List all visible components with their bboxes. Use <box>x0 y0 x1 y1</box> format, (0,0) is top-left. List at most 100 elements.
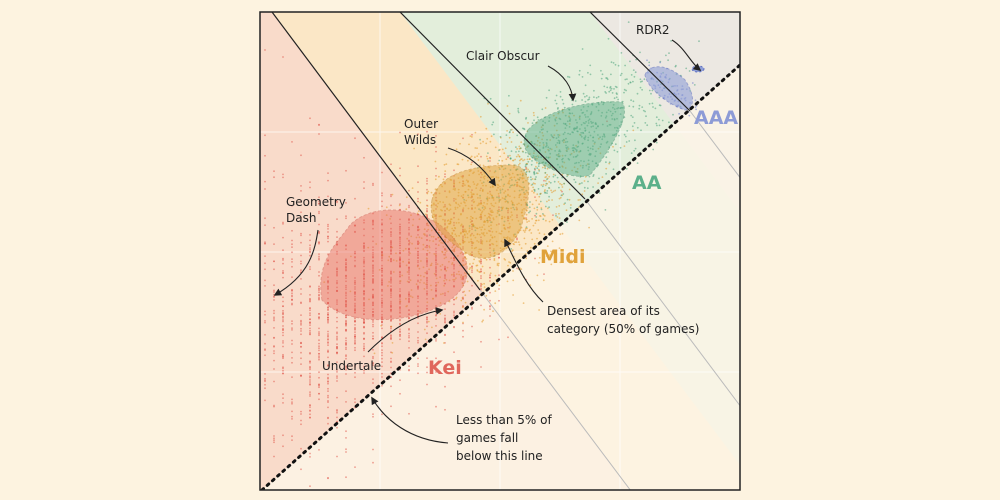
dot <box>354 295 356 298</box>
dot <box>282 434 284 437</box>
plot-area <box>260 12 740 490</box>
dot <box>300 216 302 219</box>
dot <box>537 229 540 231</box>
dot <box>405 305 408 308</box>
dot <box>395 260 398 262</box>
dot <box>470 163 473 166</box>
dot <box>426 235 428 238</box>
dot <box>318 223 320 226</box>
dot <box>527 168 529 171</box>
dot <box>300 413 302 415</box>
dot <box>282 319 284 321</box>
dot <box>601 73 604 76</box>
dot <box>372 335 374 337</box>
dot <box>415 236 418 239</box>
dot <box>399 229 401 232</box>
dot <box>345 323 347 325</box>
dot <box>533 191 535 194</box>
dot <box>693 84 696 86</box>
dot <box>264 321 266 324</box>
dot <box>291 294 293 297</box>
dot <box>558 247 561 250</box>
dot <box>354 259 356 262</box>
dot <box>525 163 527 166</box>
dot <box>423 228 426 231</box>
dot <box>426 318 428 320</box>
dot <box>345 261 347 264</box>
dot <box>583 180 586 182</box>
dot <box>483 282 485 285</box>
dot <box>363 305 365 307</box>
dot <box>345 274 347 277</box>
dot <box>658 104 661 107</box>
dot <box>327 306 329 309</box>
dot <box>388 255 391 258</box>
dot <box>528 206 531 209</box>
dot <box>363 343 365 345</box>
dot <box>417 259 419 262</box>
dot <box>381 313 383 316</box>
dot <box>408 248 410 251</box>
dot <box>417 309 419 312</box>
dot <box>606 78 609 81</box>
dot <box>518 243 521 246</box>
dot <box>457 270 460 273</box>
dot <box>408 281 410 284</box>
dot <box>498 284 501 287</box>
dot <box>648 64 651 67</box>
dot <box>273 437 275 440</box>
dot <box>420 237 423 240</box>
dot <box>440 269 443 271</box>
dot <box>438 231 440 234</box>
dot <box>318 334 320 337</box>
dot <box>417 240 419 243</box>
dot <box>327 292 329 294</box>
dot <box>540 208 543 211</box>
dot <box>327 225 329 228</box>
dot <box>529 176 532 179</box>
dot <box>273 337 275 339</box>
dot <box>617 98 619 101</box>
dot <box>515 146 517 149</box>
dot <box>426 180 428 182</box>
dot <box>345 324 347 327</box>
dot <box>345 215 347 218</box>
dot <box>489 299 491 302</box>
dot <box>282 331 284 334</box>
dot <box>523 237 526 240</box>
dot <box>408 299 410 301</box>
dot <box>550 189 552 192</box>
dot <box>390 233 392 236</box>
dot <box>354 288 356 290</box>
annotation: RDR2 <box>636 23 670 37</box>
dot <box>390 260 392 263</box>
dot <box>485 142 488 145</box>
dot <box>435 256 437 259</box>
dot <box>372 323 374 326</box>
dot <box>460 299 463 302</box>
dot <box>367 246 370 249</box>
dot <box>318 274 320 277</box>
dot <box>264 242 266 245</box>
dot <box>558 212 560 215</box>
dot <box>327 349 329 352</box>
dot <box>327 318 329 321</box>
dot <box>540 207 543 209</box>
dot <box>428 268 430 271</box>
dot <box>327 172 329 175</box>
dot <box>300 232 302 235</box>
dot <box>381 336 383 338</box>
dot <box>372 279 374 281</box>
dot <box>581 193 584 196</box>
dot <box>678 112 680 115</box>
dot <box>390 240 392 243</box>
dot <box>640 129 642 132</box>
dot <box>472 262 474 265</box>
dot <box>453 169 455 172</box>
dot <box>618 134 620 137</box>
dot <box>327 401 329 403</box>
dot <box>562 102 565 105</box>
dot <box>282 340 284 342</box>
dot <box>581 76 584 78</box>
dot <box>417 285 419 288</box>
